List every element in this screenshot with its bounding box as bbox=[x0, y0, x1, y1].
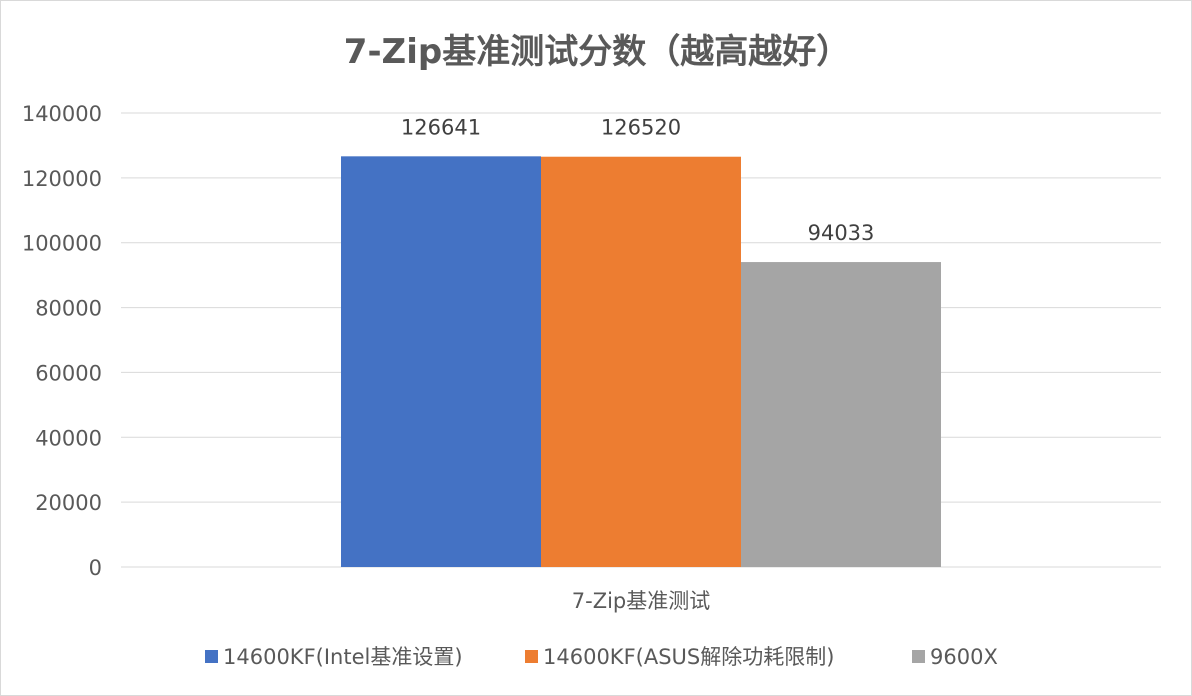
x-axis-categories: 7-Zip基准测试 bbox=[572, 589, 711, 613]
legend-label: 9600X bbox=[930, 645, 998, 669]
data-label: 126520 bbox=[601, 116, 681, 140]
legend-swatch bbox=[205, 650, 218, 663]
legend-swatch bbox=[912, 650, 925, 663]
legend-swatch bbox=[525, 650, 538, 663]
data-label: 94033 bbox=[808, 221, 875, 245]
y-tick-label: 0 bbox=[89, 556, 102, 580]
data-labels: 126641 126520 94033 bbox=[401, 115, 874, 245]
category-label: 7-Zip基准测试 bbox=[572, 589, 711, 613]
bars bbox=[341, 156, 941, 567]
y-tick-label: 100000 bbox=[22, 232, 102, 256]
y-tick-label: 140000 bbox=[22, 102, 102, 126]
y-tick-label: 120000 bbox=[22, 167, 102, 191]
y-axis-ticks: 0 20000 40000 60000 80000 100000 120000 140000 bbox=[22, 102, 102, 580]
y-tick-label: 80000 bbox=[35, 297, 102, 321]
y-tick-label: 40000 bbox=[35, 426, 102, 450]
y-tick-label: 20000 bbox=[35, 491, 102, 515]
legend-label: 14600KF(Intel基准设置) bbox=[223, 645, 463, 669]
bar bbox=[341, 156, 541, 567]
legend-label: 14600KF(ASUS解除功耗限制) bbox=[543, 645, 834, 669]
y-tick-label: 60000 bbox=[35, 361, 102, 385]
chart-title: 7-Zip基准测试分数（越高越好） bbox=[344, 32, 850, 72]
bar bbox=[541, 156, 741, 567]
data-label: 126641 bbox=[401, 115, 481, 139]
bar bbox=[741, 262, 941, 567]
legend: 14600KF(Intel基准设置) 14600KF(ASUS解除功耗限制) 960… bbox=[205, 645, 998, 669]
